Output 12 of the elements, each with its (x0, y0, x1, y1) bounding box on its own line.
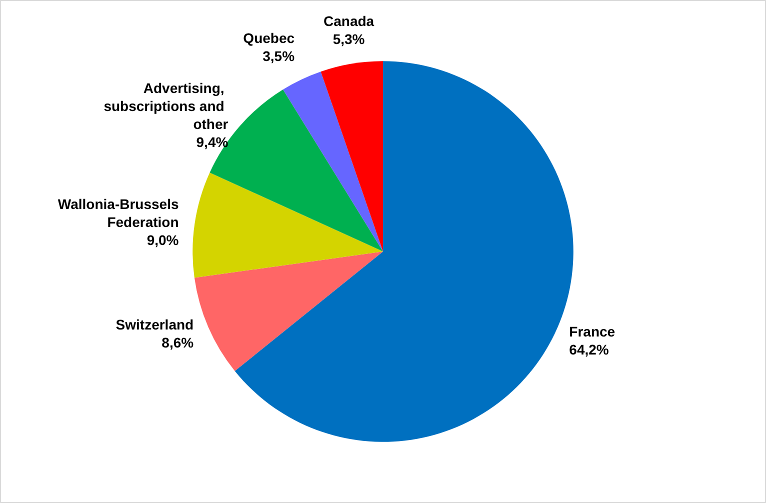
data-label: 5,3% (332, 30, 366, 47)
slice-label: Switzerland (116, 316, 194, 332)
data-label: 9,4% (196, 134, 229, 150)
slice-label: France (569, 324, 616, 340)
slice-label: Canada (324, 12, 374, 29)
slice-label: Wallonia-Brussels Federation (58, 196, 179, 230)
data-label: 8,6% (162, 334, 194, 350)
data-label: 64,2% (569, 342, 610, 358)
data-label: 9,0% (146, 232, 180, 248)
data-label: 3,5% (262, 48, 296, 64)
slice-label: Advertising, subscriptions and other (104, 80, 229, 132)
slice-label: Quebec (243, 30, 295, 46)
